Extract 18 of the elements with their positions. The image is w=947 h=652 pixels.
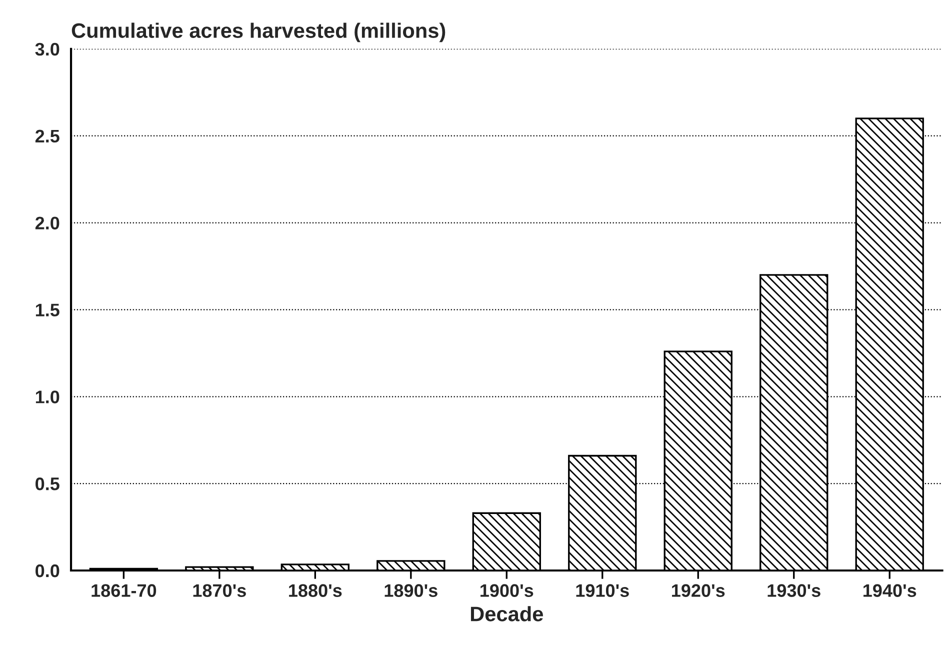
y-tick-label: 2.5: [35, 130, 60, 143]
y-tick-label: 0.5: [36, 478, 60, 490]
y-tick-label: 1.0: [36, 390, 60, 404]
x-tick-label: 1861-70: [92, 584, 156, 597]
x-tick-label: 1940's: [863, 584, 916, 597]
x-axis-title: Decade: [470, 606, 543, 622]
x-tick-label: 1870's: [193, 584, 246, 597]
y-tick-label: 1.5: [36, 304, 60, 316]
x-tick-label: 1880's: [289, 584, 342, 597]
x-tick-label: 1890's: [384, 584, 438, 597]
y-tick-label: 3.0: [35, 42, 60, 56]
x-tick-label: 1900's: [480, 584, 534, 597]
x-tick-label: 1930's: [768, 584, 820, 597]
chart-title: Cumulative acres harvested (millions): [72, 22, 446, 42]
x-tick-label: 1920's: [672, 584, 725, 597]
y-tick-label: 2.0: [35, 216, 60, 230]
y-tick-label: 0.0: [36, 564, 60, 578]
x-tick-label: 1910's: [576, 584, 629, 597]
